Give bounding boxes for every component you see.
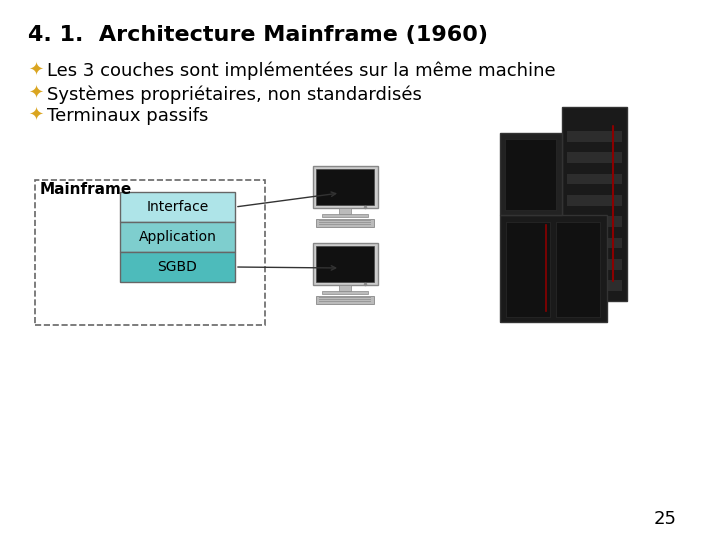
Bar <box>316 169 374 205</box>
Bar <box>567 217 622 227</box>
Bar <box>316 219 374 227</box>
Bar <box>339 208 351 213</box>
Bar <box>567 131 622 142</box>
Bar <box>339 285 351 291</box>
Bar <box>567 259 622 269</box>
Bar <box>323 291 368 294</box>
Bar <box>567 238 622 248</box>
Text: ✦: ✦ <box>28 107 43 125</box>
Text: SGBD: SGBD <box>158 260 197 274</box>
Text: ✦: ✦ <box>28 62 43 80</box>
Text: 4. 1.  Architecture Mainframe (1960): 4. 1. Architecture Mainframe (1960) <box>28 25 488 45</box>
Bar <box>312 243 377 285</box>
Text: Interface: Interface <box>146 200 209 214</box>
Bar <box>567 174 622 184</box>
Bar <box>120 222 235 252</box>
Bar <box>500 133 562 214</box>
Text: Les 3 couches sont implémentées sur la même machine: Les 3 couches sont implémentées sur la m… <box>47 62 556 80</box>
Text: Application: Application <box>138 230 217 244</box>
Bar <box>567 152 622 163</box>
Bar <box>319 299 372 300</box>
Bar <box>567 195 622 206</box>
Text: Terminaux passifs: Terminaux passifs <box>47 107 208 125</box>
Bar <box>316 246 374 282</box>
Bar <box>120 192 235 222</box>
Text: Systèmes propriétaires, non standardisés: Systèmes propriétaires, non standardisés <box>47 85 422 104</box>
Text: 25: 25 <box>654 510 677 528</box>
Bar <box>319 301 372 302</box>
Text: Mainframe: Mainframe <box>40 182 132 197</box>
Bar <box>505 139 556 210</box>
Bar <box>500 214 607 322</box>
Bar <box>316 296 374 304</box>
Bar <box>567 280 622 291</box>
Bar <box>312 166 377 208</box>
Text: ✦: ✦ <box>28 85 43 103</box>
Bar <box>120 252 235 282</box>
Bar <box>323 213 368 218</box>
Bar <box>505 222 550 316</box>
Bar <box>319 224 372 226</box>
Bar <box>319 222 372 223</box>
Bar <box>556 222 600 316</box>
Bar <box>319 219 372 221</box>
Bar <box>562 107 627 300</box>
Bar <box>319 296 372 298</box>
